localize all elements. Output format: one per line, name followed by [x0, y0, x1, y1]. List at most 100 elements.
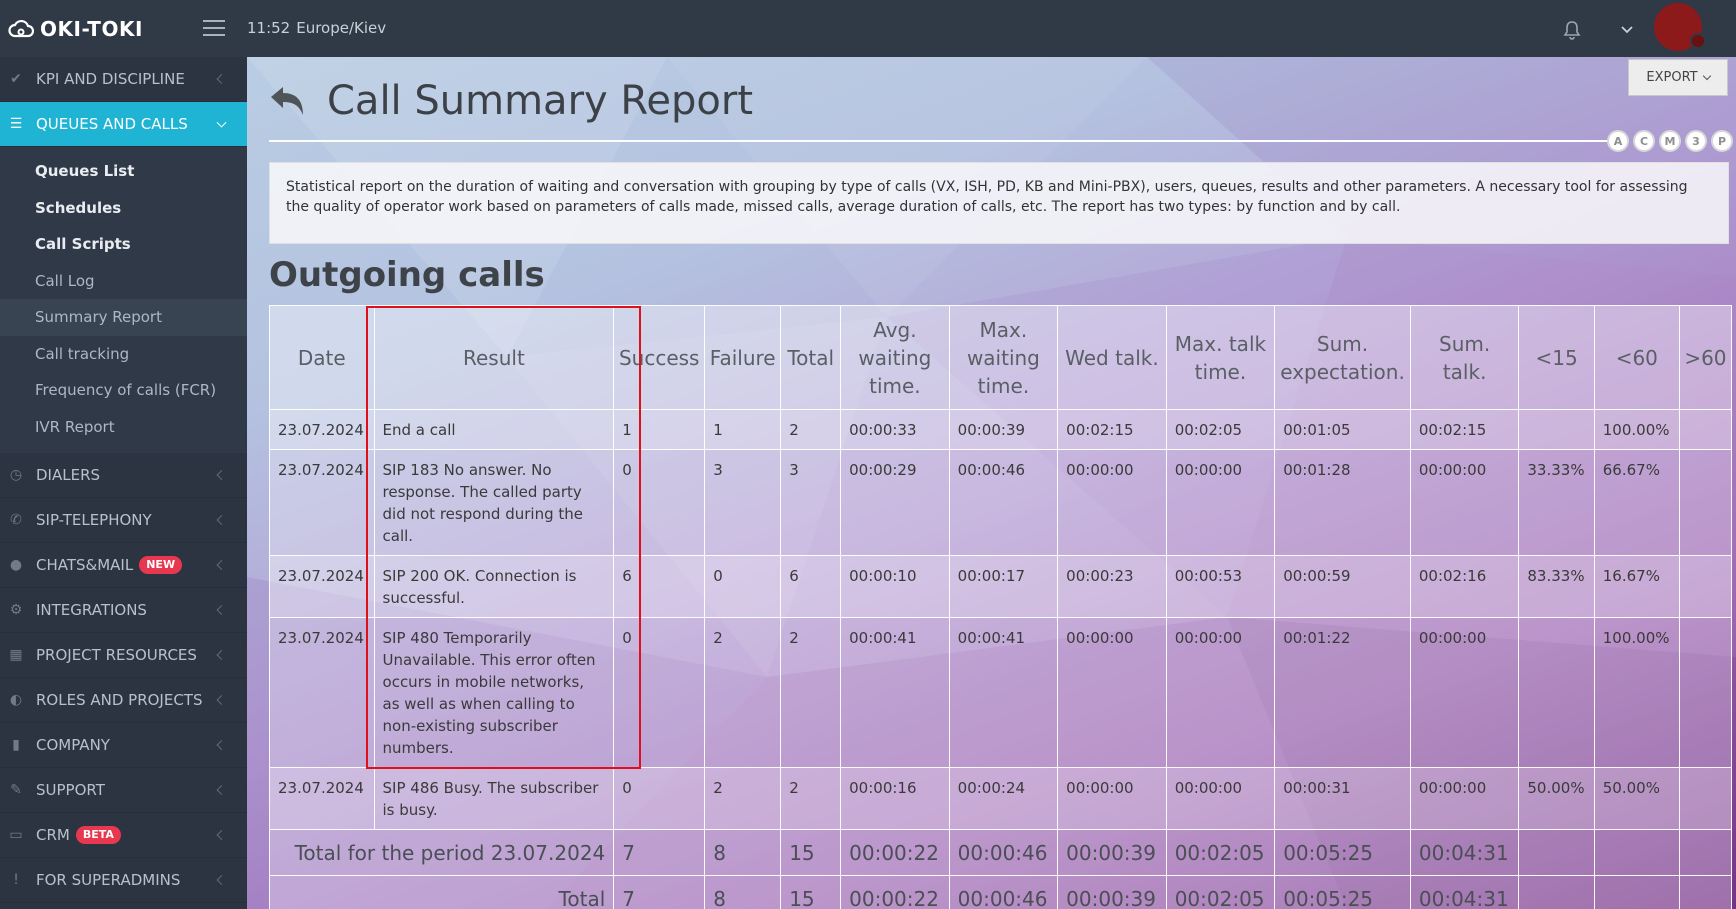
subnav-ivr-report[interactable]: IVR Report — [35, 417, 115, 436]
sidebar-item-sip[interactable]: ✆ SIP-TELEPHONY — [0, 498, 247, 543]
sidebar-item-project-resources[interactable]: ▦ PROJECT RESOURCES — [0, 633, 247, 678]
cell — [1518, 617, 1595, 768]
col-total[interactable]: Total — [780, 305, 842, 410]
col-wed-talk[interactable]: Wed talk. — [1057, 305, 1167, 410]
cell: 00:04:31 — [1409, 875, 1520, 909]
totals-period-row: Total for the period 23.07.2024 7 8 15 0… — [268, 829, 1733, 876]
cell: 00:00:00 — [1057, 617, 1167, 768]
sidebar-item-company[interactable]: ▮ COMPANY — [0, 723, 247, 768]
cell: 00:00:16 — [840, 767, 950, 830]
cell: 0 — [613, 449, 706, 556]
cell — [1678, 555, 1733, 618]
table-row: 23.07.2024 SIP 200 OK. Connection is suc… — [269, 555, 1733, 618]
col-result[interactable]: Result — [373, 305, 615, 410]
sidebar-item-label: SIP-TELEPHONY — [36, 511, 152, 529]
export-label: EXPORT — [1646, 70, 1698, 85]
cell: 00:01:05 — [1274, 409, 1411, 450]
cell: 2 — [704, 617, 782, 768]
cell: 23.07.2024 — [269, 555, 375, 618]
avatar[interactable] — [1654, 3, 1706, 51]
sidebar-item-superadmins[interactable]: ! FOR SUPERADMINS — [0, 858, 247, 903]
cell: 00:00:46 — [948, 875, 1059, 909]
sidebar-item-label: SUPPORT — [36, 781, 105, 799]
sidebar-item-dialers[interactable]: ◷ DIALERS — [0, 453, 247, 498]
totals-label: Total — [268, 875, 615, 909]
bar-chart-icon: ▮ — [12, 737, 20, 753]
col-avg-waiting[interactable]: Avg. waiting time. — [840, 305, 950, 410]
col-lt60[interactable]: <60 — [1593, 305, 1680, 410]
col-date[interactable]: Date — [269, 305, 375, 410]
clock: 11:52 Europe/Kiev — [247, 0, 386, 57]
subnav-schedules[interactable]: Schedules — [35, 198, 122, 217]
sidebar-item-integrations[interactable]: ⚙ INTEGRATIONS — [0, 588, 247, 633]
table-row: 23.07.2024 End a call 1 1 2 00:00:33 00:… — [269, 409, 1733, 450]
col-max-talk[interactable]: Max. talk time. — [1165, 305, 1276, 410]
cell: 00:02:05 — [1165, 875, 1276, 909]
sidebar-item-label: KPI AND DISCIPLINE — [36, 70, 185, 88]
cell: 3 — [780, 449, 842, 556]
col-max-waiting[interactable]: Max. waiting time. — [948, 305, 1059, 410]
page-header: Call Summary Report — [267, 61, 753, 141]
cell: SIP 200 OK. Connection is successful. — [373, 555, 615, 618]
bell-icon[interactable] — [1561, 19, 1583, 41]
col-lt15[interactable]: <15 — [1518, 305, 1595, 410]
subnav-call-tracking[interactable]: Call tracking — [35, 344, 130, 363]
cell: 00:02:05 — [1165, 409, 1276, 450]
menu-toggle-icon[interactable] — [203, 20, 225, 36]
subnav-call-scripts[interactable]: Call Scripts — [35, 235, 131, 253]
cell — [1518, 409, 1595, 450]
sidebar-item-kpi[interactable]: ✔ KPI AND DISCIPLINE — [0, 57, 247, 102]
back-arrow-icon[interactable] — [267, 83, 307, 119]
chip-a[interactable]: A — [1607, 130, 1629, 152]
table-row: 23.07.2024 SIP 486 Busy. The subscriber … — [269, 767, 1733, 830]
chip-p[interactable]: P — [1711, 130, 1733, 152]
sidebar-item-roles[interactable]: ◐ ROLES AND PROJECTS — [0, 678, 247, 723]
sidebar-subnav: Queues List Schedules Call Scripts Call … — [0, 147, 247, 453]
col-success[interactable]: Success — [613, 305, 706, 410]
filter-chips: A C M 3 P — [1607, 130, 1733, 152]
chevron-left-icon — [216, 560, 227, 570]
logo[interactable]: OKI-TOKI — [0, 0, 247, 57]
col-sum-expectation[interactable]: Sum. expectation. — [1274, 305, 1411, 410]
cell — [1678, 829, 1733, 876]
chip-c[interactable]: C — [1633, 130, 1655, 152]
cell: 50.00% — [1593, 767, 1680, 830]
subnav-summary-report[interactable]: Summary Report — [0, 299, 247, 336]
subnav-call-log[interactable]: Call Log — [35, 271, 95, 290]
col-sum-talk[interactable]: Sum. talk. — [1409, 305, 1520, 410]
cell: 00:00:41 — [948, 617, 1059, 768]
cell: 6 — [613, 555, 706, 618]
check-icon: ✔ — [10, 71, 22, 87]
sidebar-item-support[interactable]: ✎ SUPPORT — [0, 768, 247, 813]
sidebar-item-crm[interactable]: ▭ CRM BETA — [0, 813, 247, 858]
table-body: 23.07.2024 End a call 1 1 2 00:00:33 00:… — [269, 409, 1733, 830]
cell — [1518, 829, 1595, 876]
col-failure[interactable]: Failure — [704, 305, 782, 410]
cell: 7 — [613, 829, 706, 876]
export-button[interactable]: EXPORT — [1628, 59, 1728, 96]
table-layer: Date Result Success Failure Total Avg. w… — [247, 57, 1736, 909]
sidebar-item-chats[interactable]: ● CHATS&MAIL NEW — [0, 543, 247, 588]
cell — [1593, 829, 1680, 876]
exclamation-icon: ! — [13, 872, 19, 888]
chat-icon: ● — [9, 557, 23, 573]
cell: 00:00:29 — [840, 449, 950, 556]
chip-3[interactable]: 3 — [1685, 130, 1707, 152]
cell: 23.07.2024 — [269, 449, 375, 556]
cell: 00:00:24 — [948, 767, 1059, 830]
totals-row: Total 7 8 15 00:00:22 00:00:46 00:00:39 … — [268, 875, 1733, 909]
subnav-queues-list[interactable]: Queues List — [35, 162, 135, 180]
sidebar-item-label: COMPANY — [36, 736, 110, 754]
cell: 00:01:22 — [1274, 617, 1411, 768]
chip-m[interactable]: M — [1659, 130, 1681, 152]
subnav-fcr[interactable]: Frequency of calls (FCR) — [35, 381, 217, 399]
chevron-left-icon — [216, 74, 227, 84]
toggle-icon: ◐ — [9, 692, 23, 708]
cell: 100.00% — [1593, 409, 1680, 450]
sidebar-item-queues[interactable]: ☰ QUEUES AND CALLS — [0, 102, 247, 147]
sidebar-item-label: INTEGRATIONS — [36, 601, 147, 619]
col-gt60[interactable]: >60 — [1678, 305, 1733, 410]
cell: 00:00:59 — [1274, 555, 1411, 618]
cell — [1518, 875, 1595, 909]
chevron-down-icon[interactable] — [1621, 26, 1633, 34]
